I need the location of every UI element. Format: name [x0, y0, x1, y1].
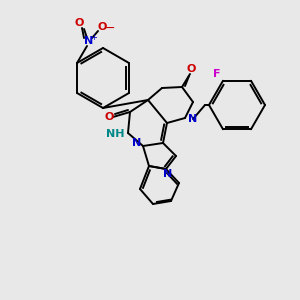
Text: O: O — [74, 18, 84, 28]
Text: N: N — [84, 36, 94, 46]
Text: O: O — [97, 22, 107, 32]
Text: O: O — [104, 112, 114, 122]
Text: −: − — [105, 22, 115, 34]
Text: N: N — [132, 138, 142, 148]
Text: N: N — [164, 169, 172, 179]
Text: F: F — [213, 69, 221, 79]
Text: N: N — [188, 114, 198, 124]
Text: NH: NH — [106, 129, 124, 139]
Text: +: + — [91, 34, 98, 43]
Text: O: O — [186, 64, 196, 74]
